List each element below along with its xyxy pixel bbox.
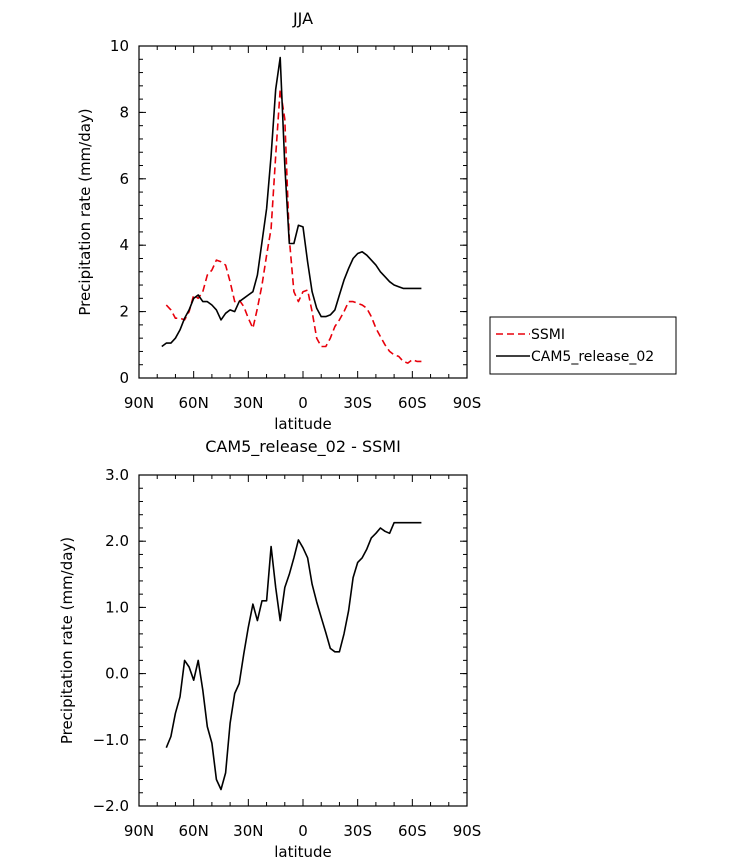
x-axis-title: latitude <box>274 415 332 433</box>
y-tick-label: 8 <box>119 103 129 121</box>
legend-label: CAM5_release_02 <box>531 349 654 365</box>
x-tick-label: 90S <box>453 822 482 840</box>
plot-frame <box>138 474 468 807</box>
series-line-ssmi <box>165 88 422 364</box>
y-tick-label: 2.0 <box>105 532 129 550</box>
y-tick-label: 3.0 <box>105 466 129 484</box>
y-tick-label: 4 <box>119 236 129 254</box>
chart-panel-bottom: CAM5_release_02 - SSMI 90N 60N 30N 0 30S 60S 90… <box>58 437 481 861</box>
y-tick-label: −1.0 <box>93 731 129 749</box>
y-axis-title: Precipitation rate (mm/day) <box>76 108 94 315</box>
chart-title: CAM5_release_02 - SSMI <box>205 437 401 457</box>
y-tick-label: 6 <box>119 170 129 188</box>
x-tick-label: 60N <box>179 394 209 412</box>
y-axis-title: Precipitation rate (mm/day) <box>58 537 76 744</box>
plot-frame <box>138 45 468 379</box>
x-tick-label: 30N <box>233 394 263 412</box>
legend-label: SSMI <box>531 327 565 343</box>
y-tick-label: 0 <box>119 369 129 387</box>
y-tick-label: −2.0 <box>93 797 129 815</box>
legend-box <box>489 316 677 375</box>
x-tick-label: 0 <box>298 394 308 412</box>
y-tick-label: 0.0 <box>105 665 129 683</box>
y-tick-label: 10 <box>110 37 129 55</box>
series-line-cam5-release-02 <box>161 56 422 348</box>
y-tick-label: 1.0 <box>105 598 129 616</box>
x-tick-label: 90N <box>124 822 154 840</box>
x-tick-label: 60S <box>398 394 427 412</box>
series-line-difference <box>165 521 422 791</box>
chart-title: JJA <box>292 9 313 28</box>
y-tick-label: 2 <box>119 303 129 321</box>
x-tick-label: 90S <box>453 394 482 412</box>
x-tick-label: 30S <box>343 394 372 412</box>
x-tick-label: 60S <box>398 822 427 840</box>
legend: SSMI CAM5_release_02 <box>489 316 677 375</box>
x-tick-label: 30S <box>343 822 372 840</box>
chart-panel-top: JJA 90N 60N 30N 0 30S 60S 90S 0 2 4 6 8 10 latitude Pre… <box>76 9 677 433</box>
x-tick-label: 90N <box>124 394 154 412</box>
x-tick-label: 60N <box>179 822 209 840</box>
x-tick-label: 0 <box>298 822 308 840</box>
x-tick-label: 30N <box>233 822 263 840</box>
x-axis-title: latitude <box>274 843 332 861</box>
